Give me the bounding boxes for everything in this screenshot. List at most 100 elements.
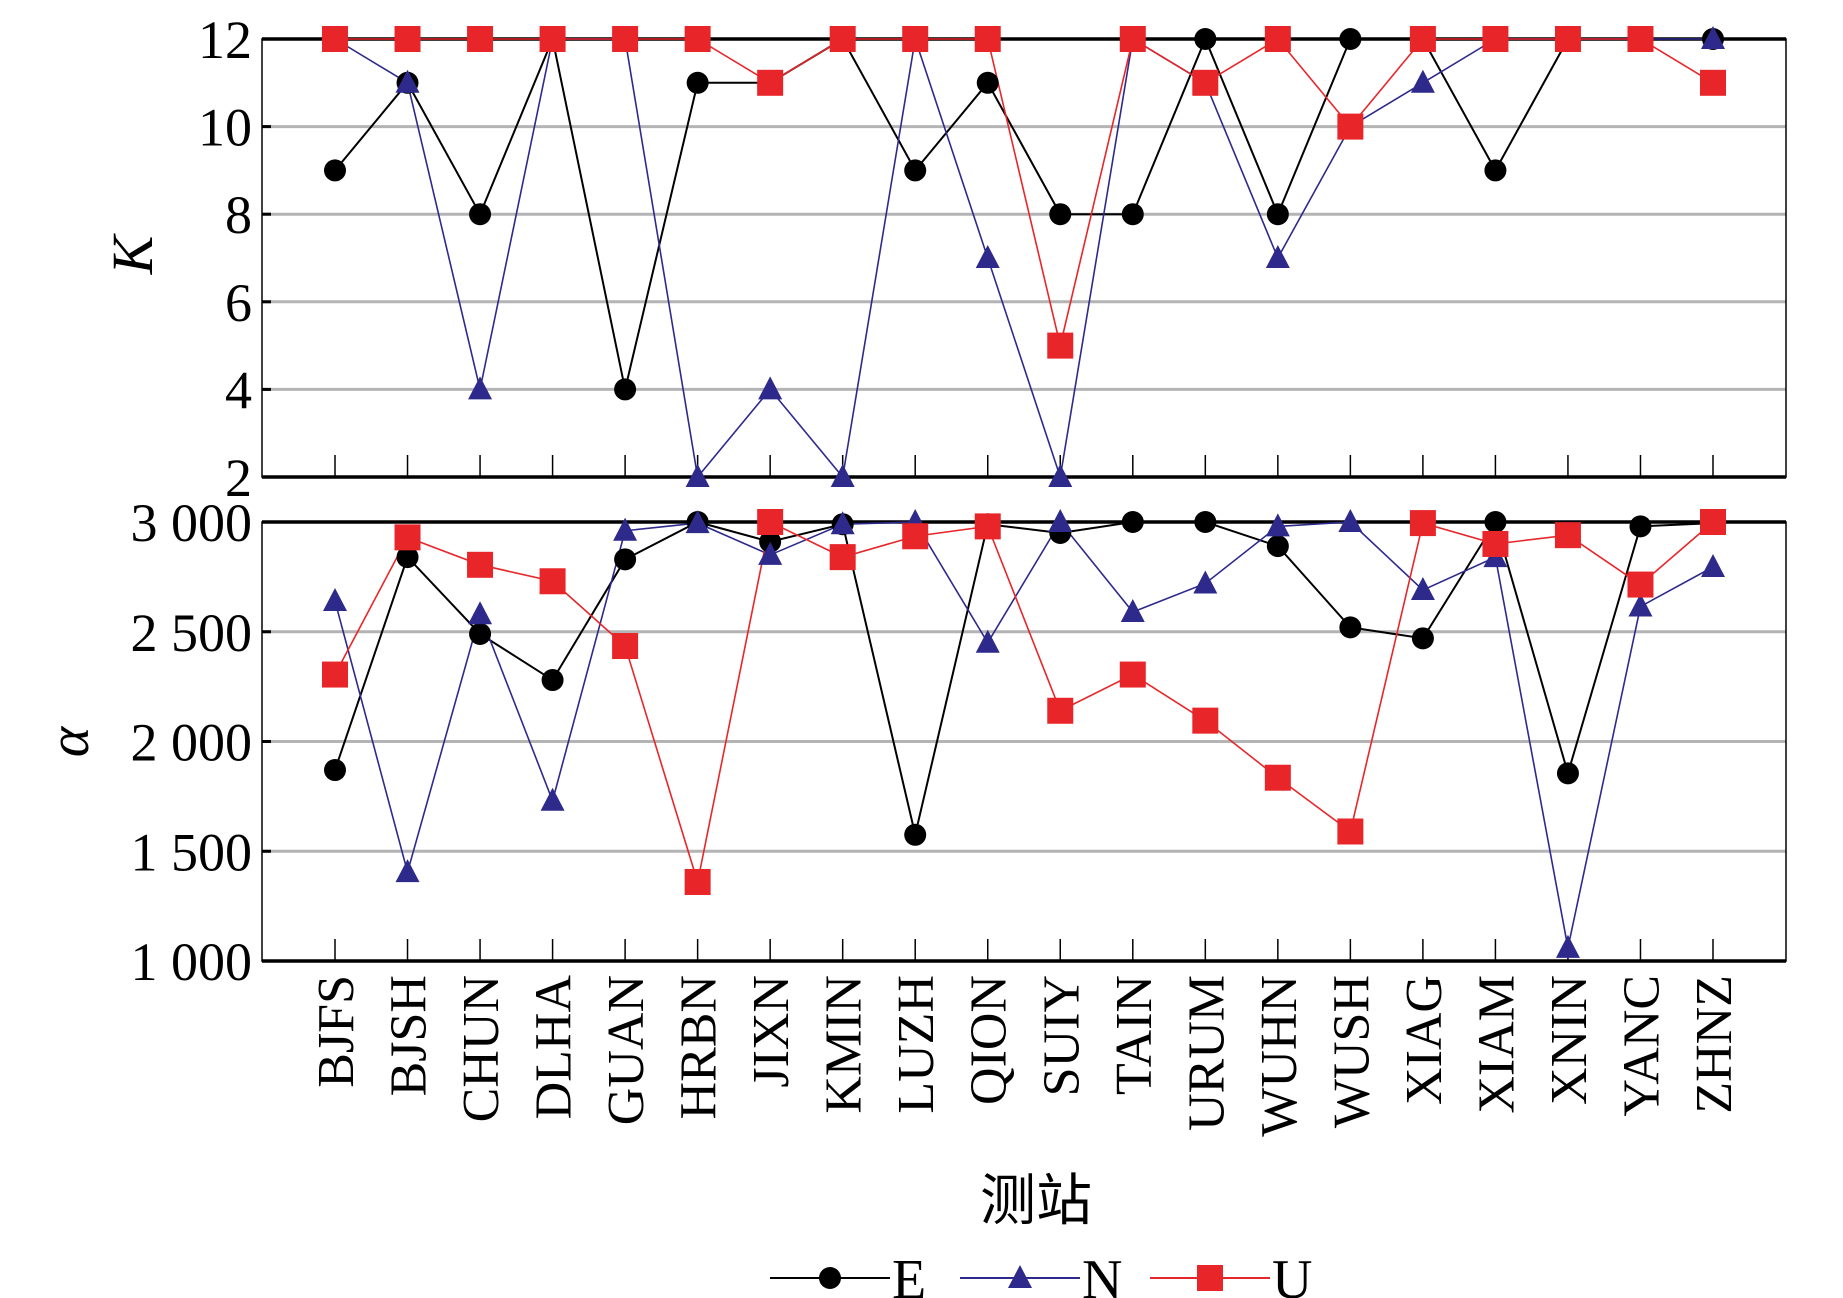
x-tick-label: ZHNZ bbox=[1686, 975, 1743, 1114]
x-tick-label: LUZH bbox=[888, 975, 945, 1114]
point-U-XIAG bbox=[1409, 510, 1436, 537]
point-U-KMIN bbox=[829, 544, 856, 571]
x-tick-label: CHUN bbox=[453, 975, 510, 1122]
top-panel-k: 2 4 6 8 10 12 bbox=[198, 10, 1787, 508]
point-U-YANC bbox=[1627, 571, 1654, 598]
y-tick-label: 1 000 bbox=[131, 932, 253, 992]
bottom-panel-alpha: 1 000 1 500 2 000 2 500 3 000 bbox=[131, 493, 1787, 992]
point-N-JIXN bbox=[758, 541, 783, 565]
point-E-URUM bbox=[1194, 28, 1217, 50]
point-E-BJFS bbox=[324, 159, 346, 182]
point-U-GUAN bbox=[612, 633, 639, 660]
x-tick-label: URUM bbox=[1178, 975, 1235, 1131]
x-tick-label: WUHN bbox=[1251, 975, 1308, 1137]
point-N-ZHNZ bbox=[1701, 26, 1725, 49]
point-E-XIAG bbox=[1411, 627, 1434, 650]
y-tick-label: 10 bbox=[198, 98, 252, 158]
point-U-XIAM bbox=[1482, 26, 1509, 52]
point-N-CHUN bbox=[468, 376, 493, 400]
x-tick-labels: BJFS BJSH CHUN DLHA GUAN HRBN JIXN KMIN LUZH QION… bbox=[308, 975, 1743, 1137]
x-tick-label: BJSH bbox=[381, 975, 438, 1096]
point-N-BJFS bbox=[323, 588, 347, 612]
point-N-BJSH bbox=[395, 859, 420, 883]
legend-label-U: U bbox=[1272, 1249, 1312, 1298]
point-U-DLHA bbox=[539, 568, 566, 595]
point-N-XIAG bbox=[1410, 69, 1435, 93]
point-N-XIAG bbox=[1410, 577, 1435, 601]
point-U-WUHN bbox=[1264, 26, 1291, 52]
point-U-WUSH bbox=[1337, 818, 1364, 845]
point-N-CHUN bbox=[468, 601, 493, 625]
point-N-GUAN bbox=[613, 517, 638, 541]
point-U-BJFS bbox=[322, 26, 348, 52]
point-N-TAIN bbox=[1120, 598, 1145, 622]
y-tick-label: 12 bbox=[198, 10, 252, 70]
x-axis-label: 测站 bbox=[980, 1171, 1092, 1233]
x-tick-label: GUAN bbox=[598, 975, 655, 1125]
x-tick-label: XNIN bbox=[1541, 975, 1598, 1105]
point-U-URUM bbox=[1192, 707, 1219, 734]
point-E-XIAM bbox=[1484, 159, 1507, 182]
point-N-BJSH bbox=[395, 69, 420, 93]
series-line-N bbox=[334, 520, 1714, 948]
point-E-XNIN bbox=[1556, 762, 1579, 785]
point-E-DLHA bbox=[541, 669, 564, 692]
point-U-QION bbox=[974, 26, 1001, 52]
point-U-XNIN bbox=[1554, 26, 1581, 52]
series-line-E bbox=[334, 35, 1713, 390]
point-N-URUM bbox=[1193, 570, 1218, 594]
x-tick-label: YANC bbox=[1613, 975, 1670, 1117]
point-N-HRBN bbox=[685, 510, 710, 534]
point-U-ZHNZ bbox=[1700, 69, 1726, 96]
point-U-WUSH bbox=[1337, 113, 1364, 140]
point-N-JIXN bbox=[758, 376, 783, 400]
point-N-QION bbox=[975, 245, 1000, 268]
point-E-WUHN bbox=[1266, 535, 1289, 558]
point-U-CHUN bbox=[467, 26, 494, 52]
point-U-GUAN bbox=[612, 26, 639, 52]
x-tick-label: DLHA bbox=[526, 975, 583, 1120]
legend-label-E: E bbox=[892, 1249, 926, 1298]
point-U-HRBN bbox=[684, 868, 711, 895]
point-U-JIXN bbox=[757, 509, 784, 535]
point-E-XIAM bbox=[1484, 511, 1507, 533]
point-E-LUZH bbox=[904, 159, 927, 182]
point-E-WUSH bbox=[1339, 616, 1362, 639]
legend-marker-E bbox=[819, 1267, 841, 1289]
point-U-SUIY bbox=[1047, 697, 1074, 724]
point-U-QION bbox=[974, 513, 1001, 540]
point-U-LUZH bbox=[902, 26, 929, 52]
plot-frame bbox=[261, 38, 1787, 478]
y-tick-label: 4 bbox=[225, 360, 252, 420]
point-U-SUIY bbox=[1047, 332, 1074, 359]
point-E-SUIY bbox=[1049, 203, 1072, 226]
point-E-CHUN bbox=[469, 203, 492, 226]
point-E-GUAN bbox=[614, 548, 637, 571]
point-N-XNIN bbox=[1555, 934, 1580, 958]
legend-marker-N bbox=[1008, 1265, 1032, 1288]
y-tick-label: 3 000 bbox=[131, 493, 253, 553]
point-U-BJFS bbox=[322, 661, 348, 688]
point-E-BJFS bbox=[324, 759, 346, 782]
point-U-WUHN bbox=[1264, 764, 1291, 791]
x-tick-label: BJFS bbox=[308, 975, 365, 1088]
point-U-LUZH bbox=[902, 523, 929, 550]
y-tick-label: 2 000 bbox=[131, 713, 253, 773]
point-N-KMIN bbox=[830, 464, 855, 487]
point-U-TAIN bbox=[1119, 26, 1146, 52]
y-axis-label-alpha: α bbox=[36, 725, 101, 757]
series-line-U bbox=[335, 37, 1714, 346]
point-N-DLHA bbox=[540, 787, 565, 811]
point-E-URUM bbox=[1194, 511, 1217, 533]
point-N-QION bbox=[975, 629, 1000, 653]
point-N-SUIY bbox=[1048, 464, 1073, 487]
point-E-GUAN bbox=[614, 378, 637, 401]
point-N-ZHNZ bbox=[1701, 553, 1725, 577]
y-axis-label-k: K bbox=[100, 232, 165, 275]
point-U-XNIN bbox=[1554, 522, 1581, 549]
x-tick-label: XIAM bbox=[1468, 975, 1525, 1114]
y-tick-label: 6 bbox=[225, 273, 252, 333]
y-tick-label: 2 bbox=[225, 448, 252, 508]
point-U-BJSH bbox=[394, 524, 421, 551]
